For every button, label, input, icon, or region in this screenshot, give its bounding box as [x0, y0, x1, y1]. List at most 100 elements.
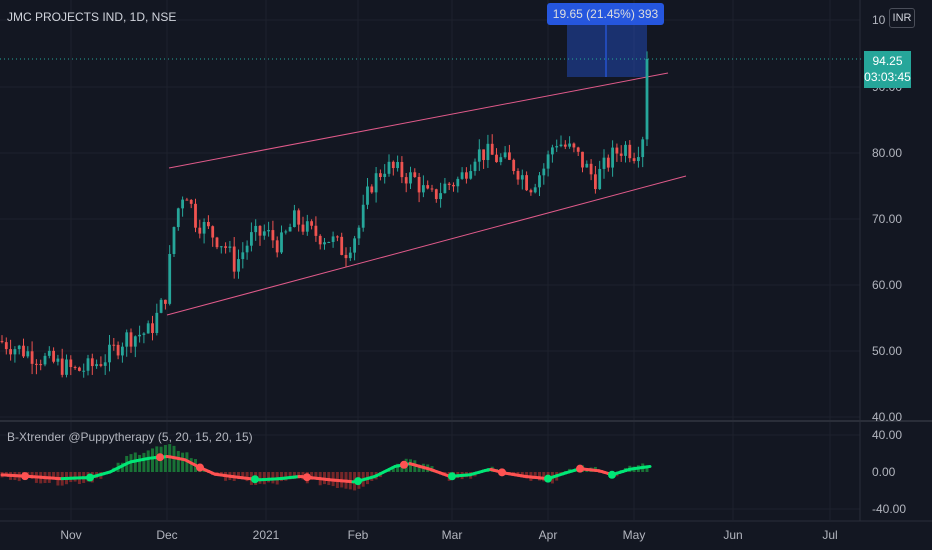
osc-turn-dot: [21, 472, 29, 481]
candle-body: [396, 161, 399, 169]
measure-box: [567, 25, 647, 77]
candle-body: [542, 168, 546, 176]
candle-body: [13, 349, 17, 355]
candle-body: [624, 144, 627, 156]
candle-body: [520, 175, 524, 180]
candle-body: [232, 246, 236, 272]
candle-body: [533, 187, 537, 193]
candle-body: [159, 299, 163, 313]
candle-body: [439, 193, 442, 200]
candle-body: [293, 210, 296, 228]
osc-bar: [151, 448, 154, 472]
candle-body: [103, 362, 107, 366]
candle-body: [301, 224, 305, 232]
osc-bar: [237, 472, 240, 480]
osc-bar: [215, 472, 219, 474]
candle-body: [357, 227, 361, 239]
candle-body: [529, 190, 533, 193]
candle-body: [142, 333, 146, 335]
candle-body: [490, 143, 494, 155]
x-tick-label: Dec: [156, 528, 177, 542]
candle-body: [323, 242, 326, 245]
candle-body: [164, 299, 167, 304]
candle-body: [185, 199, 189, 201]
candle-body: [443, 183, 447, 194]
osc-bar: [314, 472, 318, 480]
candle-body: [538, 175, 541, 188]
candle-body: [327, 241, 331, 243]
candle-body: [267, 230, 270, 232]
symbol-title: JMC PROJECTS IND, 1D, NSE: [7, 10, 177, 24]
osc-bar: [310, 472, 314, 480]
osc-bar: [181, 452, 185, 472]
osc-turn-dot: [576, 464, 584, 473]
candle-body: [22, 345, 25, 357]
candle-body: [258, 225, 262, 236]
candle-body: [615, 147, 619, 154]
osc-turn-dot: [608, 470, 616, 479]
candle-body: [262, 231, 266, 236]
candle-body: [318, 235, 322, 245]
osc-y-tick-label: -40.00: [872, 502, 906, 516]
osc-bar: [520, 472, 524, 477]
candle-body: [503, 152, 507, 158]
osc-bar: [219, 472, 223, 475]
candle-body: [404, 177, 408, 184]
osc-bar: [258, 472, 262, 484]
x-tick-label: Mar: [442, 528, 463, 542]
candle-body: [112, 344, 116, 346]
candle-body: [426, 185, 430, 189]
candle-body: [211, 226, 215, 238]
x-tick-label: May: [623, 528, 646, 542]
candle-body: [52, 350, 55, 362]
osc-bar: [189, 458, 193, 472]
candle-body: [99, 364, 103, 366]
candle-body: [585, 163, 589, 168]
candle-body: [224, 246, 227, 248]
candle-body: [370, 186, 374, 193]
osc-turn-dot: [400, 460, 408, 469]
osc-bar: [288, 472, 292, 480]
x-tick-label: Apr: [539, 528, 558, 542]
candle-body: [477, 149, 481, 162]
y-tick-label: 70.00: [872, 212, 902, 226]
candle-body: [30, 351, 34, 364]
candle-body: [495, 154, 498, 163]
candle-body: [598, 168, 602, 190]
osc-turn-dot: [156, 453, 164, 462]
candle-body: [275, 240, 279, 253]
candle-body: [17, 345, 21, 350]
candle-body: [73, 367, 77, 369]
y-tick-label: 50.00: [872, 344, 902, 358]
candle-body: [168, 253, 172, 304]
osc-bar: [292, 472, 296, 480]
candle-body: [452, 184, 455, 187]
candle-body: [39, 364, 43, 366]
osc-bar: [391, 466, 395, 472]
osc-bar: [245, 472, 249, 482]
osc-histogram: [0, 444, 649, 491]
candle-body: [35, 363, 38, 365]
osc-turn-dot: [251, 475, 259, 484]
grid: [0, 0, 860, 520]
candle-body: [387, 161, 391, 174]
candle-body: [434, 189, 438, 200]
candle-body: [525, 175, 528, 191]
candle-body: [151, 323, 154, 333]
candle-body: [400, 161, 404, 178]
candle-body: [219, 246, 223, 248]
osc-turn-dot: [86, 473, 94, 482]
candle-body: [379, 173, 382, 178]
candle-body: [499, 157, 503, 163]
currency-badge[interactable]: INR: [889, 8, 915, 28]
osc-bar: [138, 454, 142, 472]
candle-body: [198, 227, 202, 234]
candle-body: [465, 172, 468, 179]
candle-body: [314, 225, 318, 236]
candle-body: [611, 147, 614, 168]
candle-body: [146, 323, 150, 334]
candle-body: [202, 221, 206, 234]
candle-body: [559, 144, 563, 147]
